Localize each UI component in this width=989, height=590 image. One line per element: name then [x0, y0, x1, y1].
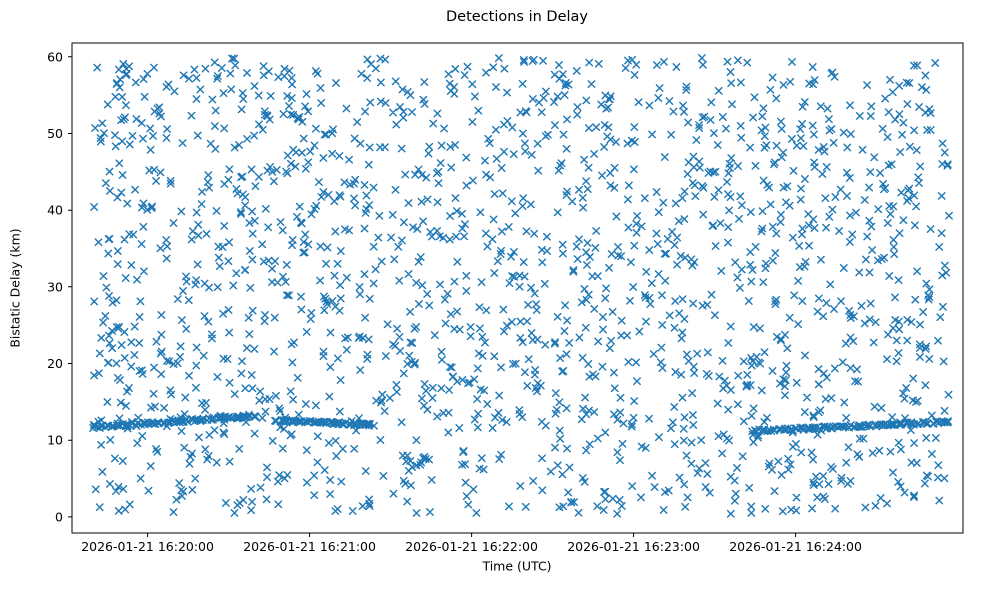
y-tick-label: 30	[47, 279, 63, 294]
y-tick-label: 20	[47, 356, 63, 371]
y-axis-label: Bistatic Delay (km)	[7, 228, 23, 348]
plot-title: Detections in Delay	[445, 9, 589, 25]
y-tick-label: 50	[47, 126, 63, 141]
y-tick-label: 10	[47, 433, 63, 448]
y-tick-label: 40	[47, 203, 63, 218]
tick-marks	[68, 56, 797, 537]
x-tick-label: 2026-01-21 16:23:00	[567, 539, 700, 554]
x-tick-label: 2026-01-21 16:24:00	[729, 539, 862, 554]
x-tick-label: 2026-01-21 16:22:00	[405, 539, 538, 554]
x-axis-label: Time (UTC)	[482, 558, 552, 574]
y-tick-label: 0	[55, 509, 63, 524]
y-tick-label: 60	[47, 49, 63, 64]
x-tick-label: 2026-01-21 16:21:00	[243, 539, 376, 554]
x-tick-label: 2026-01-21 16:20:00	[81, 539, 214, 554]
detection-markers	[89, 54, 953, 518]
